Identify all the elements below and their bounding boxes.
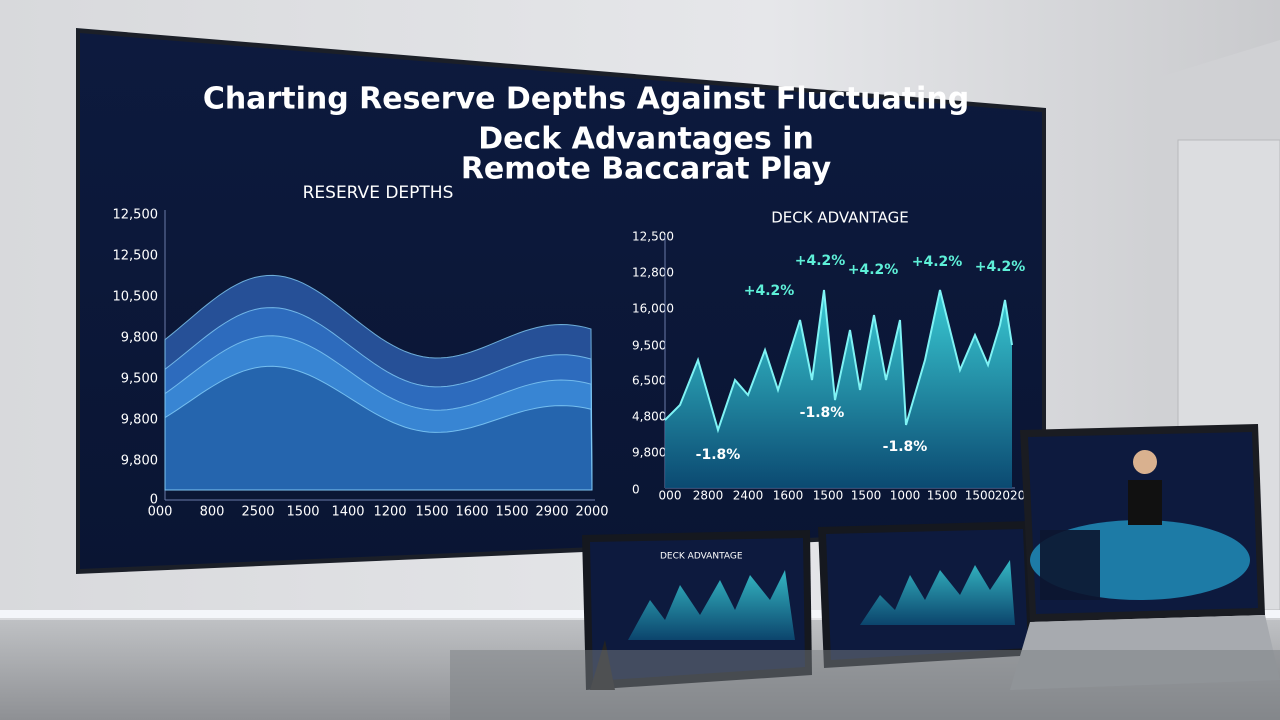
tablet-title: DECK ADVANTAGE: [660, 552, 743, 562]
x-tick-label: 000: [148, 505, 173, 520]
x-tick-label: 1200: [373, 505, 406, 520]
x-tick-label: 1400: [331, 505, 364, 520]
y-tick-label: 6,500: [632, 374, 666, 388]
x-tick-label: 2500: [241, 505, 274, 520]
x-tick-label: 1500: [495, 505, 528, 520]
y-tick-label: 16,000: [632, 302, 674, 316]
laptop: [1010, 424, 1280, 690]
annotation: +4.2%: [744, 283, 795, 299]
left-chart-title: RESERVE DEPTHS: [303, 183, 454, 203]
x-tick-label: 1500: [965, 489, 996, 503]
y-tick-label: 0: [632, 483, 640, 497]
annotation: +4.2%: [912, 254, 963, 270]
x-tick-label: 1600: [773, 489, 804, 503]
y-tick-label: 0: [150, 493, 158, 508]
title: Remote Baccarat Play: [461, 152, 832, 187]
x-tick-label: 2800: [693, 489, 724, 503]
y-tick-label: 9,800: [121, 413, 158, 428]
y-tick-label: 4,800: [632, 410, 666, 424]
y-tick-label: 9,800: [121, 454, 158, 469]
annotation: +4.2%: [975, 259, 1026, 275]
y-tick-label: 12,500: [632, 230, 674, 244]
x-tick-label: 1500: [851, 489, 882, 503]
x-tick-label: 1600: [455, 505, 488, 520]
y-tick-label: 9,800: [121, 331, 158, 346]
annotation: +4.2%: [848, 262, 899, 278]
annotation: -1.8%: [696, 447, 741, 463]
x-tick-label: 1000: [890, 489, 921, 503]
x-tick-label: 800: [200, 505, 225, 520]
x-tick-label: 000: [659, 489, 682, 503]
y-tick-label: 12,500: [113, 249, 159, 264]
annotation: +4.2%: [795, 253, 846, 269]
x-tick-label: 1500: [286, 505, 319, 520]
y-tick-label: 12,800: [632, 266, 674, 280]
x-tick-label: 2000: [575, 505, 608, 520]
y-tick-label: 9,500: [121, 372, 158, 387]
tablet: [818, 521, 1036, 668]
right-chart-title: DECK ADVANTAGE: [771, 209, 909, 227]
y-tick-label: 9,500: [632, 339, 666, 353]
spike-line: [664, 289, 1013, 434]
desk: [450, 650, 1280, 720]
annotation: -1.8%: [883, 439, 928, 455]
x-tick-label: 1500: [927, 489, 958, 503]
annotation: -1.8%: [800, 405, 845, 421]
y-tick-label: 12,500: [113, 208, 159, 223]
x-tick-label: 2400: [733, 489, 764, 503]
y-tick-label: 9,800: [632, 446, 666, 460]
x-tick-label: 1500: [415, 505, 448, 520]
title: Charting Reserve Depths Against Fluctuat…: [203, 82, 969, 117]
spike-area: [665, 290, 1012, 488]
y-tick-label: 10,500: [113, 290, 159, 305]
x-tick-label: 2900: [535, 505, 568, 520]
x-tick-label: 2020: [995, 489, 1026, 503]
title: Deck Advantages in: [478, 122, 814, 157]
x-tick-label: 1500: [813, 489, 844, 503]
area-band: [164, 365, 593, 491]
